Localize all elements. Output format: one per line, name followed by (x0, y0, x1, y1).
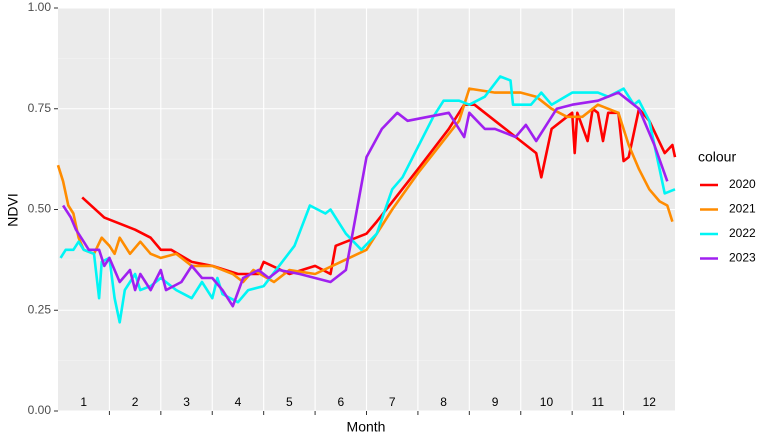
y-tick-label: 0.50 (28, 202, 52, 216)
y-axis-label: NDVI (5, 193, 21, 226)
month-label: 1 (80, 395, 87, 409)
y-tick-label: 0.00 (28, 403, 52, 417)
y-tick-label: 0.25 (28, 302, 52, 316)
month-label: 8 (440, 395, 447, 409)
x-axis-label: Month (347, 419, 386, 435)
y-tick-label: 1.00 (28, 0, 52, 14)
legend-title: colour (698, 149, 736, 165)
legend-label: 2021 (729, 202, 756, 216)
month-label: 12 (643, 395, 657, 409)
month-label: 5 (286, 395, 293, 409)
series-line (56, 87, 674, 284)
legend-label: 2023 (729, 251, 756, 265)
series-line (62, 91, 669, 308)
month-label: 9 (492, 395, 499, 409)
month-label: 2 (132, 395, 139, 409)
month-label: 11 (592, 395, 605, 409)
series-line (59, 75, 676, 324)
month-label: 10 (540, 395, 554, 409)
month-label: 7 (389, 395, 396, 409)
legend-label: 2020 (729, 177, 756, 191)
y-tick-label: 0.75 (28, 101, 52, 115)
month-label: 6 (337, 395, 344, 409)
legend-label: 2022 (729, 226, 756, 240)
month-label: 4 (235, 395, 242, 409)
month-label: 3 (183, 395, 190, 409)
